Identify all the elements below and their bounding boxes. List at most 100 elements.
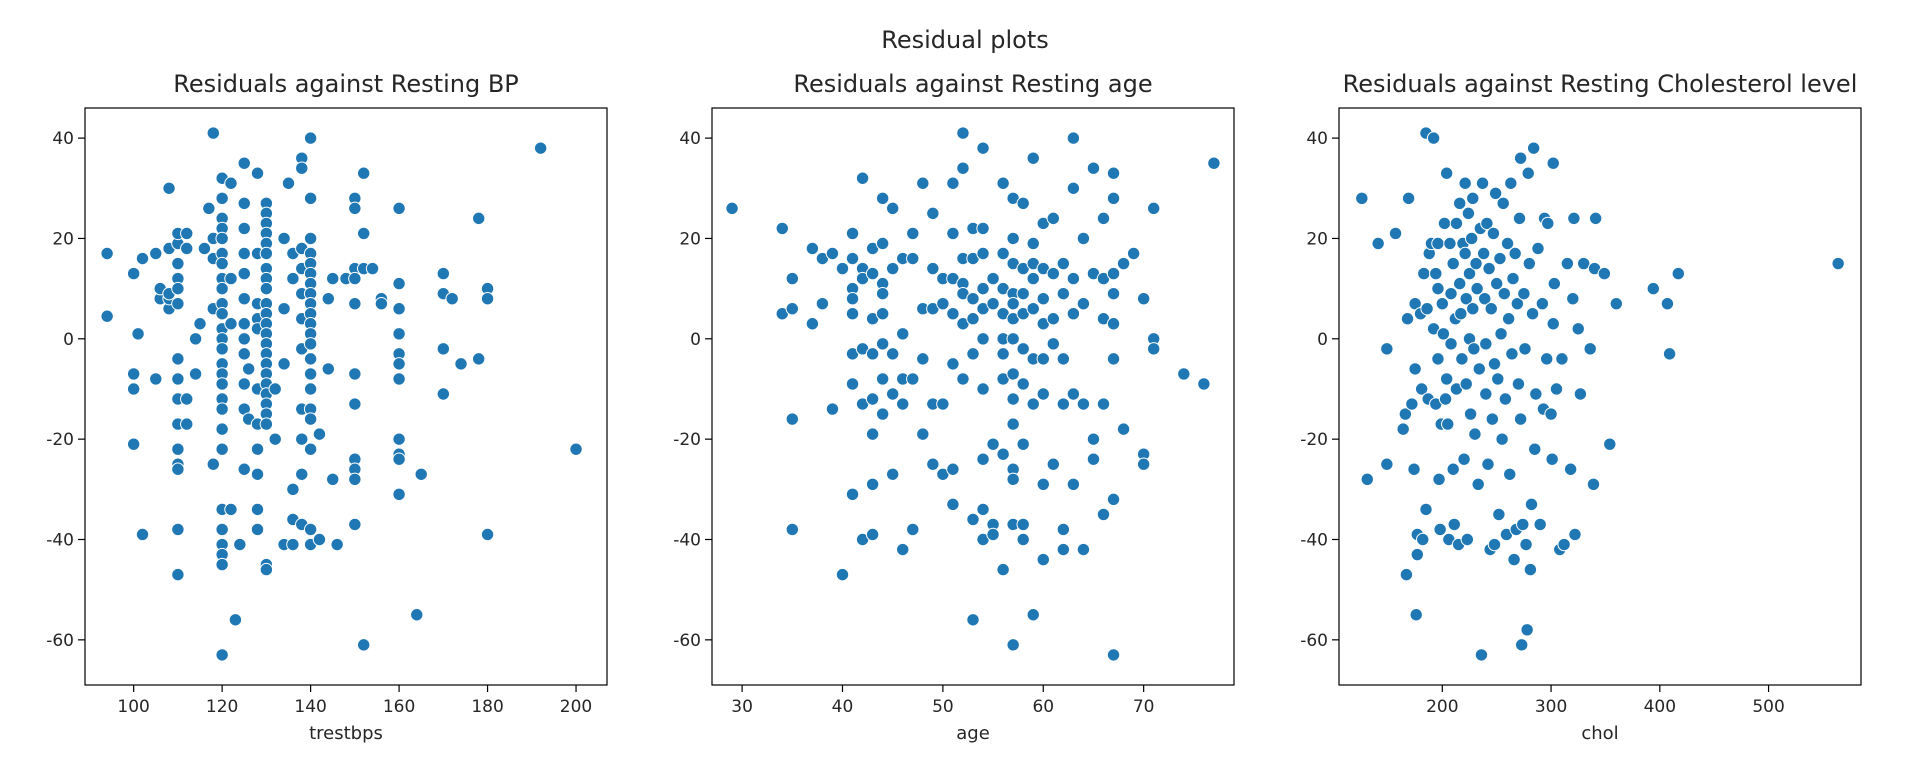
data-point: [1136, 291, 1151, 306]
data-point: [348, 397, 362, 411]
data-point: [1419, 502, 1433, 517]
data-point: [1497, 286, 1512, 301]
data-point: [1447, 517, 1461, 532]
data-point: [1507, 552, 1521, 567]
data-point: [1016, 532, 1030, 547]
data-point: [1433, 522, 1447, 537]
data-point: [303, 231, 318, 246]
data-point: [202, 201, 216, 216]
data-point: [1380, 342, 1394, 356]
y-tick-label: -60: [1300, 631, 1328, 651]
data-point: [1106, 492, 1121, 507]
data-point: [1531, 241, 1545, 256]
x-tick-label: 500: [1752, 697, 1784, 717]
data-point: [916, 427, 930, 441]
y-tick-label: -40: [1300, 530, 1328, 550]
data-point: [321, 362, 336, 376]
panel-title: Residuals against Resting Cholesterol le…: [1343, 70, 1858, 98]
data-point: [976, 246, 990, 261]
data-point: [1660, 296, 1675, 311]
data-point: [392, 487, 406, 502]
data-point: [1396, 422, 1410, 436]
data-point: [348, 367, 362, 381]
data-point: [1493, 251, 1507, 266]
data-point: [1487, 537, 1502, 552]
data-point: [885, 387, 900, 401]
data-point: [1399, 567, 1414, 582]
data-point: [825, 402, 840, 416]
data-point: [1056, 397, 1071, 411]
data-point: [1544, 407, 1558, 421]
data-point: [171, 256, 185, 271]
data-point: [312, 427, 327, 441]
data-point: [1468, 427, 1482, 441]
data-point: [946, 462, 960, 476]
data-point: [936, 397, 950, 411]
data-point: [1136, 457, 1151, 471]
data-point: [1508, 246, 1522, 261]
data-point: [1547, 276, 1562, 291]
data-point: [277, 301, 291, 316]
data-point: [1489, 276, 1504, 291]
data-point: [946, 307, 960, 321]
data-point: [1505, 347, 1519, 361]
data-point: [875, 337, 890, 351]
data-point: [1563, 462, 1578, 476]
data-point: [1491, 372, 1505, 386]
data-point: [1046, 211, 1061, 226]
data-point: [1487, 357, 1502, 371]
y-tick-label: 40: [1306, 129, 1328, 149]
scatter-panel-2: Residuals against Resting age 30 40 50 60 70 -…: [673, 70, 1235, 744]
data-point: [241, 362, 256, 376]
data-point: [303, 131, 318, 145]
data-point: [303, 352, 318, 366]
data-point: [1046, 457, 1061, 471]
data-point: [1398, 407, 1413, 421]
data-point: [1479, 337, 1493, 351]
data-point: [946, 357, 960, 371]
data-point: [1496, 196, 1510, 211]
data-point: [1498, 392, 1513, 406]
data-point: [1526, 141, 1541, 155]
y-tick-label: -20: [1300, 430, 1328, 450]
x-tick-label: 100: [117, 697, 149, 717]
data-point: [1026, 301, 1040, 316]
data-point: [1466, 301, 1480, 316]
data-point: [1512, 211, 1527, 226]
data-point: [946, 176, 960, 190]
data-point: [237, 317, 251, 331]
y-tick-label: 40: [52, 129, 74, 149]
data-point: [1446, 462, 1460, 476]
data-point: [1540, 352, 1554, 366]
y-tick-label: 20: [1306, 229, 1328, 249]
data-point: [865, 347, 880, 361]
data-point: [1501, 312, 1516, 326]
data-point: [976, 221, 990, 236]
data-point: [1076, 296, 1091, 311]
data-point: [1568, 527, 1582, 542]
data-point: [215, 522, 229, 537]
data-point: [414, 467, 428, 481]
data-point: [569, 442, 583, 456]
data-point: [1546, 317, 1560, 331]
data-point: [1066, 477, 1081, 492]
y-tick-label: -40: [673, 530, 701, 550]
data-point: [392, 201, 406, 216]
x-tick-label: 160: [383, 697, 415, 717]
data-point: [445, 291, 459, 306]
data-point: [865, 427, 880, 441]
data-point: [1453, 196, 1467, 211]
data-point: [303, 367, 318, 381]
data-point: [1525, 307, 1540, 321]
data-point: [1573, 387, 1588, 401]
data-point: [1026, 236, 1040, 251]
data-point: [303, 191, 318, 206]
data-point: [295, 467, 309, 481]
data-point: [436, 342, 451, 356]
data-point: [215, 402, 229, 416]
y-tick-label: -20: [673, 430, 701, 450]
data-point: [250, 522, 265, 537]
x-tick-label: 30: [731, 697, 753, 717]
data-point: [1831, 256, 1845, 271]
data-point: [206, 126, 220, 140]
